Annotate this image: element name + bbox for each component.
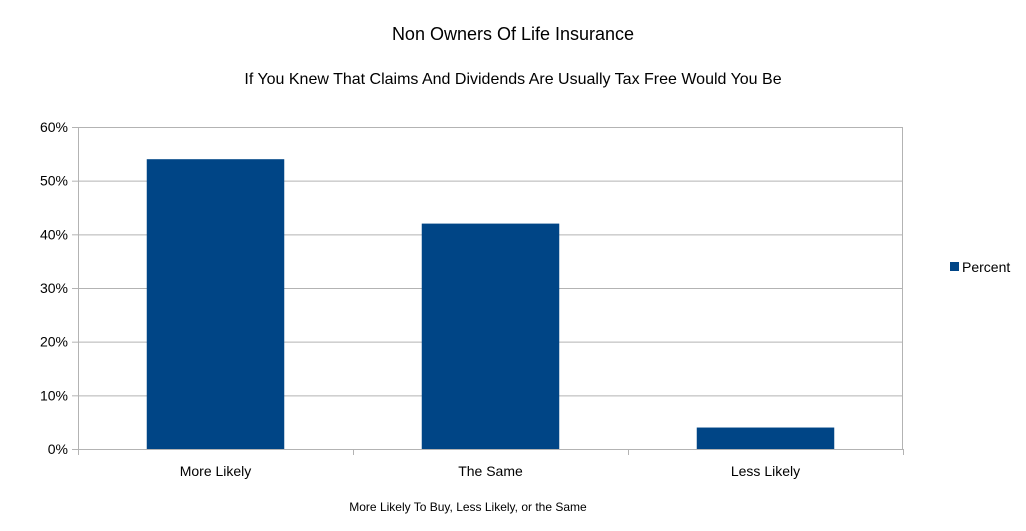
- chart-title: Non Owners Of Life Insurance: [392, 24, 634, 44]
- legend-label: Percent: [962, 259, 1010, 275]
- y-tick-label: 60%: [40, 119, 68, 135]
- bar: [696, 427, 835, 449]
- y-tick-label: 40%: [40, 226, 68, 242]
- y-tick-label: 50%: [40, 173, 68, 189]
- x-tick-label: Less Likely: [731, 463, 800, 479]
- y-tick-label: 0%: [48, 441, 68, 457]
- y-tick-label: 20%: [40, 334, 68, 350]
- chart-subtitle: If You Knew That Claims And Dividends Ar…: [244, 71, 781, 88]
- y-axis-ticks: 0% 10% 20% 30% 40% 50% 60%: [40, 119, 68, 457]
- bar: [146, 159, 285, 449]
- bars: [146, 159, 835, 449]
- x-axis-title: More Likely To Buy, Less Likely, or the …: [349, 500, 587, 514]
- bar: [421, 223, 560, 449]
- x-axis-ticks: More Likely The Same Less Likely: [180, 463, 800, 479]
- legend: Percent: [950, 259, 1010, 275]
- x-tick-label: The Same: [458, 463, 523, 479]
- legend-swatch: [950, 262, 959, 271]
- y-tick-label: 10%: [40, 387, 68, 403]
- y-tick-label: 30%: [40, 280, 68, 296]
- x-tick-label: More Likely: [180, 463, 252, 479]
